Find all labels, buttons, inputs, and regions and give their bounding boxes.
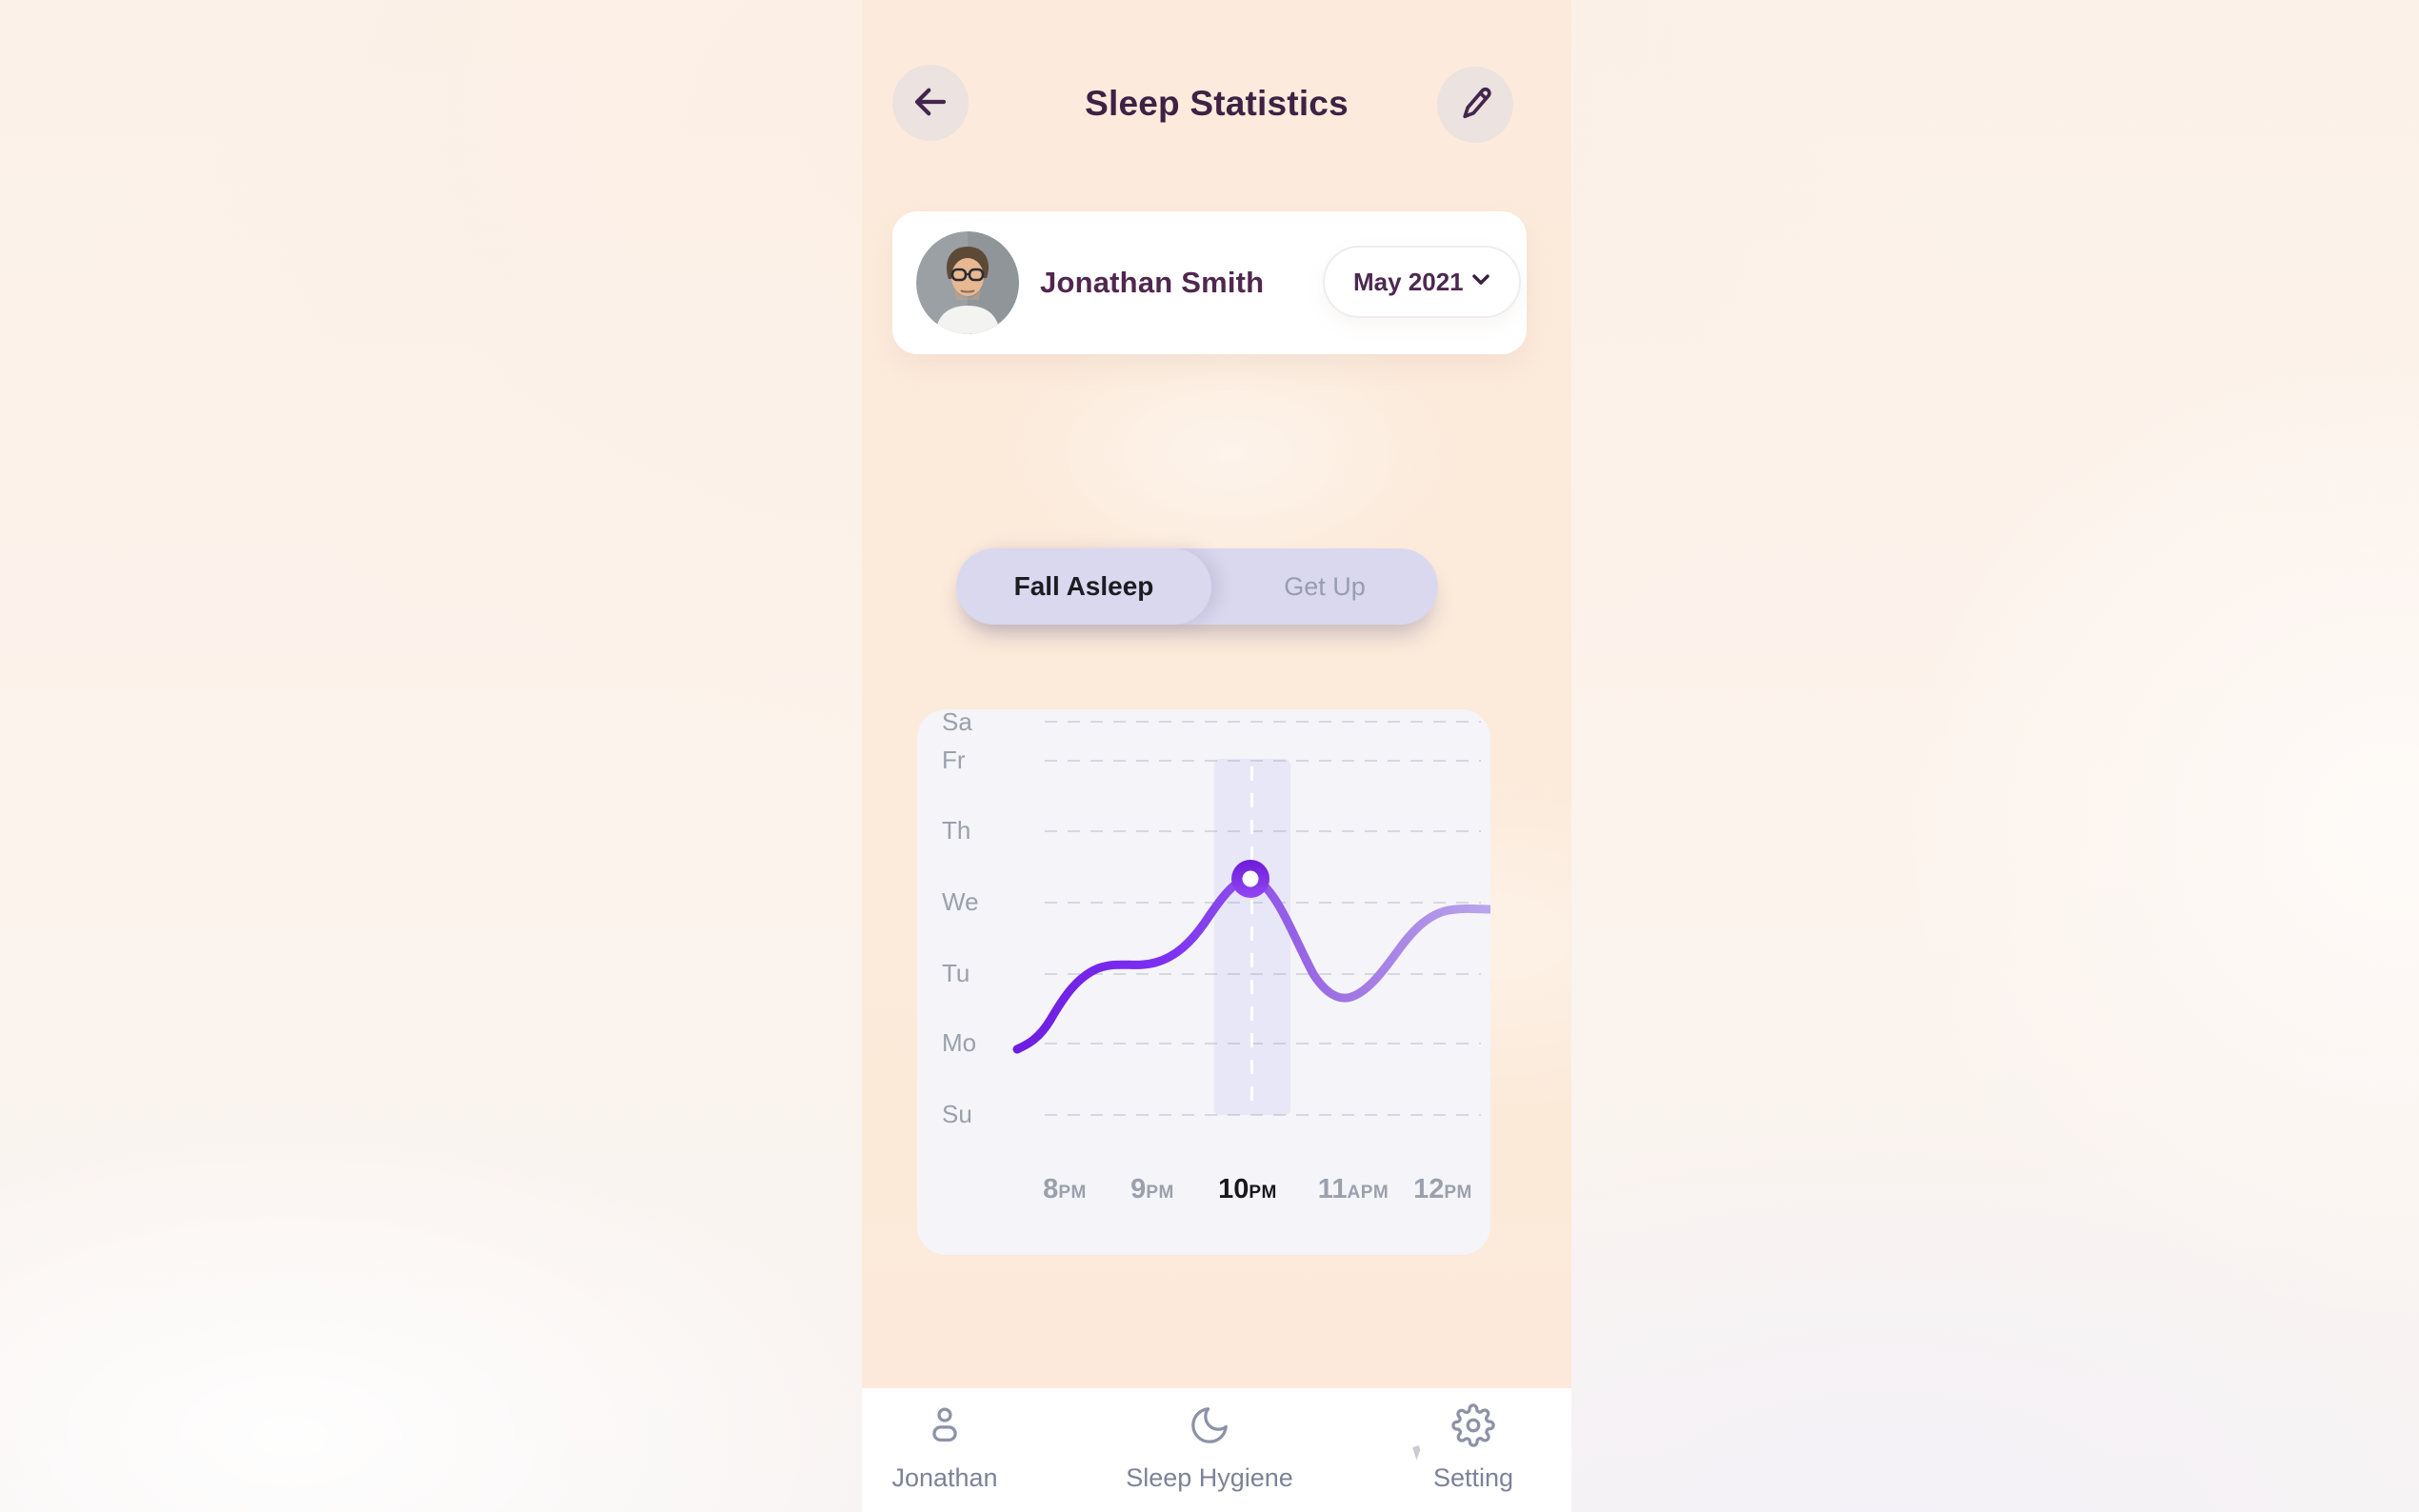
- highlight-band-center-line: [1250, 766, 1253, 1113]
- nav-item-setting[interactable]: Setting: [1369, 1388, 1571, 1512]
- gridline-sa: [1045, 721, 1481, 723]
- y-axis-label: We: [942, 887, 979, 916]
- nav-item-jonathan[interactable]: Jonathan: [862, 1388, 1050, 1512]
- pencil-icon: [1456, 85, 1494, 126]
- sleep-chart-panel: Sa Fr Th We Tu Mo Su: [917, 709, 1490, 1255]
- chevron-down-icon: [1468, 266, 1494, 299]
- gridline-we: [1045, 902, 1481, 904]
- sleep-line-chart: [1012, 860, 1490, 1054]
- edit-button[interactable]: [1437, 67, 1513, 143]
- y-axis-label: Th: [942, 816, 971, 845]
- month-dropdown-label: May 2021: [1353, 267, 1464, 296]
- y-axis-label: Tu: [942, 959, 970, 987]
- bottom-nav: Jonathan Sleep Hygiene Setting: [862, 1388, 1571, 1512]
- x-axis-label-10pm-selected[interactable]: 10PM: [1218, 1174, 1277, 1204]
- line-path: [1012, 873, 1490, 1054]
- profile-name: Jonathan Smith: [1040, 266, 1265, 299]
- page-title: Sleep Statistics: [1085, 84, 1349, 123]
- gridline-fr: [1045, 760, 1481, 762]
- arrow-left-icon: [910, 82, 950, 125]
- nav-item-label: Jonathan: [891, 1463, 998, 1492]
- y-axis-label: Su: [942, 1100, 972, 1128]
- gridline-su: [1045, 1114, 1481, 1116]
- gridline-th: [1045, 830, 1481, 832]
- x-axis-label-11pm[interactable]: 11APM: [1317, 1174, 1389, 1204]
- moon-icon: [1188, 1403, 1231, 1454]
- x-axis-label-12pm[interactable]: 12PM: [1413, 1174, 1472, 1204]
- y-axis-label: Mo: [942, 1028, 977, 1057]
- y-axis-label: Sa: [942, 709, 972, 736]
- month-dropdown[interactable]: May 2021: [1323, 246, 1521, 318]
- nav-item-label: Sleep Hygiene: [1126, 1463, 1293, 1492]
- segmented-toggle: Fall Asleep Get Up: [956, 548, 1438, 625]
- app-screen: Sleep Statistics: [862, 0, 1571, 1512]
- back-button[interactable]: [892, 65, 969, 141]
- profile-card: Jonathan Smith May 2021: [892, 211, 1527, 354]
- person-icon: [923, 1403, 967, 1454]
- point-marker-center: [1242, 870, 1259, 887]
- nav-item-sleep-hygiene[interactable]: Sleep Hygiene: [1105, 1388, 1314, 1512]
- y-axis-label: Fr: [942, 746, 966, 774]
- x-axis-label-8pm[interactable]: 8PM: [1043, 1174, 1087, 1204]
- nav-item-label: Setting: [1432, 1463, 1514, 1492]
- avatar: [916, 231, 1019, 334]
- gear-icon: [1451, 1403, 1495, 1454]
- x-axis: 8PM 9PM 10PM 11APM 12PM: [917, 1174, 1490, 1218]
- gridline-mo: [1045, 1043, 1481, 1044]
- x-axis-label-9pm[interactable]: 9PM: [1130, 1174, 1174, 1204]
- toggle-get-up[interactable]: Get Up: [1211, 548, 1438, 625]
- gridline-tu: [1045, 973, 1481, 975]
- toggle-fall-asleep[interactable]: Fall Asleep: [956, 548, 1211, 625]
